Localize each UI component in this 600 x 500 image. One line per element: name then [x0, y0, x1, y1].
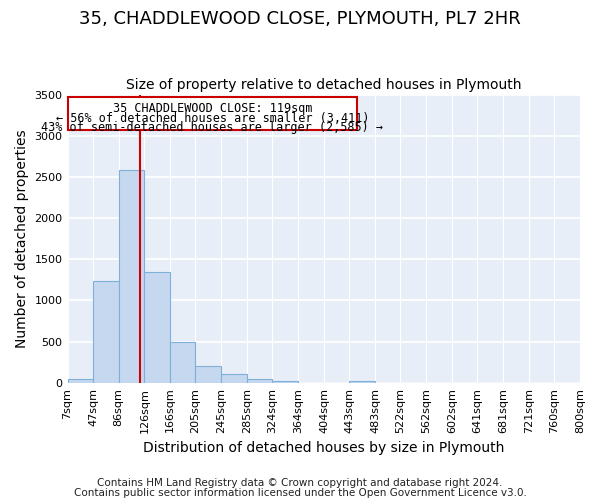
Bar — [145, 272, 170, 383]
Bar — [170, 342, 196, 383]
X-axis label: Distribution of detached houses by size in Plymouth: Distribution of detached houses by size … — [143, 441, 505, 455]
Title: Size of property relative to detached houses in Plymouth: Size of property relative to detached ho… — [126, 78, 521, 92]
Bar — [68, 378, 94, 383]
Bar — [247, 378, 272, 383]
Text: 35 CHADDLEWOOD CLOSE: 119sqm: 35 CHADDLEWOOD CLOSE: 119sqm — [113, 102, 312, 115]
Bar — [272, 381, 298, 383]
Y-axis label: Number of detached properties: Number of detached properties — [15, 130, 29, 348]
Bar — [221, 374, 247, 383]
FancyBboxPatch shape — [68, 98, 357, 130]
Bar — [349, 381, 375, 383]
Text: ← 56% of detached houses are smaller (3,411): ← 56% of detached houses are smaller (3,… — [56, 112, 369, 125]
Bar — [196, 366, 221, 383]
Text: Contains HM Land Registry data © Crown copyright and database right 2024.: Contains HM Land Registry data © Crown c… — [97, 478, 503, 488]
Bar — [119, 170, 145, 383]
Text: 35, CHADDLEWOOD CLOSE, PLYMOUTH, PL7 2HR: 35, CHADDLEWOOD CLOSE, PLYMOUTH, PL7 2HR — [79, 10, 521, 28]
Text: 43% of semi-detached houses are larger (2,585) →: 43% of semi-detached houses are larger (… — [41, 121, 383, 134]
Text: Contains public sector information licensed under the Open Government Licence v3: Contains public sector information licen… — [74, 488, 526, 498]
Bar — [94, 280, 119, 383]
